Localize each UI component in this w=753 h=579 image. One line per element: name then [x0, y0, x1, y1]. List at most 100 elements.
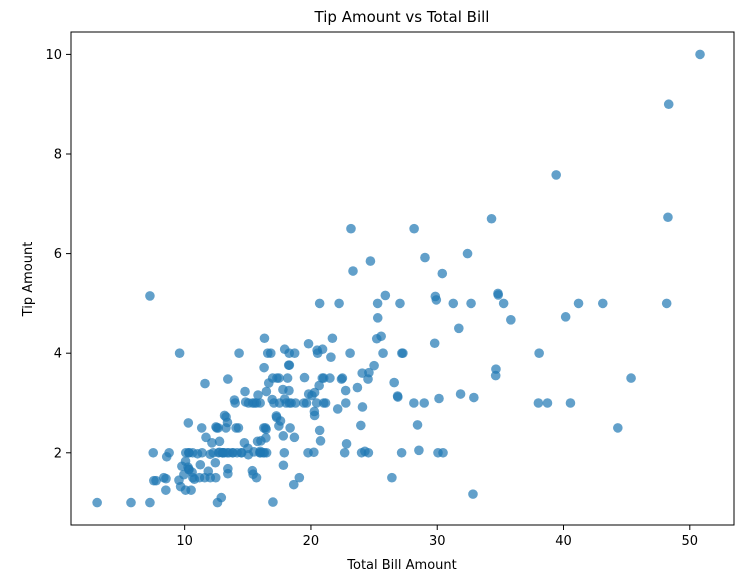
- data-point: [271, 411, 282, 421]
- data-point: [240, 386, 250, 397]
- data-point: [309, 406, 320, 417]
- data-point: [151, 475, 161, 486]
- data-point: [491, 364, 501, 374]
- data-point: [223, 468, 233, 479]
- data-point: [299, 372, 310, 383]
- data-point: [282, 373, 293, 383]
- data-point: [221, 412, 231, 422]
- data-point: [180, 485, 191, 495]
- data-point: [466, 298, 476, 309]
- data-point: [352, 382, 363, 393]
- data-point: [420, 252, 430, 263]
- data-point: [199, 472, 210, 483]
- data-point: [387, 472, 397, 483]
- data-point: [326, 352, 336, 362]
- data-point: [560, 312, 571, 322]
- plot-area-frame: [70, 31, 735, 526]
- data-point: [455, 389, 466, 399]
- data-point: [332, 404, 343, 414]
- x-tick-label: 10: [176, 534, 193, 549]
- data-point: [234, 348, 244, 359]
- data-point: [469, 392, 479, 403]
- data-point: [565, 398, 576, 408]
- data-point: [213, 423, 224, 433]
- data-point: [284, 385, 294, 396]
- data-point: [371, 333, 382, 344]
- data-point: [268, 497, 278, 507]
- data-point: [433, 447, 443, 458]
- data-point: [274, 398, 285, 408]
- data-point: [279, 447, 290, 458]
- data-point: [613, 423, 623, 433]
- data-point: [314, 298, 325, 309]
- data-point: [197, 447, 207, 458]
- data-point: [92, 497, 102, 508]
- data-point: [437, 268, 448, 279]
- data-point: [259, 333, 270, 344]
- data-point: [249, 398, 260, 408]
- data-point: [378, 348, 388, 359]
- data-point: [486, 213, 497, 224]
- data-point: [289, 348, 300, 359]
- data-point: [341, 439, 352, 449]
- data-point: [261, 433, 271, 443]
- y-tick-label: 6: [54, 247, 62, 262]
- data-point: [263, 378, 274, 388]
- data-point: [336, 374, 347, 384]
- data-point: [348, 266, 358, 276]
- data-point: [299, 398, 309, 408]
- data-point: [356, 420, 366, 431]
- data-point: [290, 398, 301, 408]
- data-point: [262, 348, 273, 359]
- data-point: [307, 390, 317, 401]
- data-point: [217, 447, 228, 458]
- data-point: [419, 398, 430, 408]
- data-point: [365, 256, 376, 266]
- data-point: [294, 472, 305, 483]
- data-point: [340, 385, 351, 396]
- data-point: [395, 298, 405, 309]
- data-points: [92, 49, 705, 508]
- data-point: [249, 447, 259, 457]
- data-point: [288, 479, 299, 490]
- data-point: [212, 497, 223, 508]
- data-point: [695, 49, 705, 60]
- data-point: [533, 398, 544, 408]
- data-point: [189, 474, 200, 484]
- data-point: [346, 223, 356, 234]
- data-point: [274, 373, 284, 383]
- data-point: [253, 390, 263, 400]
- data-point: [396, 447, 407, 458]
- data-point: [534, 348, 544, 359]
- data-point: [210, 457, 221, 468]
- data-point: [259, 423, 269, 433]
- data-point: [542, 398, 553, 408]
- data-point: [303, 447, 313, 458]
- data-point: [398, 348, 408, 359]
- data-point: [318, 398, 329, 408]
- data-point: [247, 465, 258, 476]
- x-tick-label: 50: [682, 534, 699, 549]
- data-point: [429, 338, 440, 349]
- data-point: [196, 423, 207, 433]
- data-point: [161, 485, 171, 495]
- y-axis-title: Tip Amount: [21, 242, 36, 318]
- data-point: [159, 472, 169, 483]
- data-point: [493, 290, 504, 300]
- data-point: [183, 418, 194, 428]
- data-point: [506, 315, 516, 325]
- data-point: [177, 461, 187, 472]
- data-point: [341, 398, 351, 408]
- data-point: [498, 298, 509, 309]
- data-point: [663, 99, 674, 110]
- data-point: [145, 291, 155, 301]
- data-point: [179, 469, 189, 480]
- data-point: [195, 459, 206, 470]
- y-axis-ticks: 2 4 6 8 10: [45, 48, 71, 461]
- data-point: [389, 377, 399, 388]
- data-point: [372, 298, 383, 309]
- data-point: [231, 423, 241, 433]
- x-tick-label: 30: [429, 534, 446, 549]
- data-point: [289, 432, 300, 443]
- data-point: [314, 380, 324, 391]
